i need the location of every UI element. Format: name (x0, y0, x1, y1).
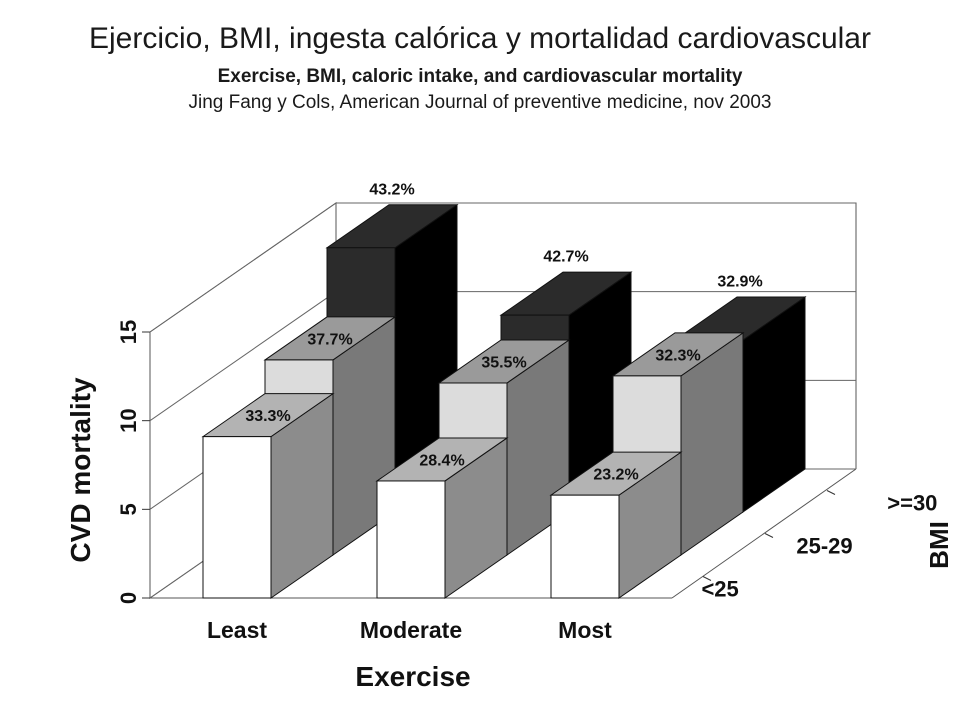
bar-label: 32.3% (655, 347, 700, 364)
bar-label: 33.3% (245, 408, 290, 425)
y-axis-title: CVD mortality (65, 377, 96, 563)
bar-label: 43.2% (369, 181, 414, 198)
chart-title: Ejercicio, BMI, ingesta calórica y morta… (89, 22, 871, 55)
bar-label: 37.7% (307, 331, 352, 348)
y-tick-label: 10 (116, 408, 141, 432)
legend-label: <25 (701, 577, 738, 602)
bar (550, 494, 620, 599)
y-tick-label: 5 (116, 503, 141, 515)
z-axis-title: BMI (924, 521, 954, 569)
x-tick-label: Most (558, 617, 612, 643)
grid-line (149, 202, 856, 333)
bar-label: 42.7% (543, 249, 588, 266)
x-axis-title: Exercise (355, 661, 470, 692)
floor-right (671, 468, 857, 599)
legend-label: 25-29 (796, 534, 852, 559)
bar-label: 35.5% (481, 354, 526, 371)
z-tick (826, 490, 836, 495)
bar-label: 32.9% (717, 273, 762, 290)
bar-label: 28.4% (419, 452, 464, 469)
legend-label: >=30 (887, 491, 937, 516)
x-tick-label: Least (207, 617, 267, 643)
y-tick-label: 0 (116, 592, 141, 604)
chart-subtitle: Exercise, BMI, caloric intake, and cardi… (217, 66, 743, 87)
x-tick-label: Moderate (360, 617, 462, 643)
y-tick-label: 15 (116, 320, 141, 344)
bar-label: 23.2% (593, 467, 638, 484)
bar (376, 480, 446, 599)
z-tick (702, 576, 712, 581)
chart-source: Jing Fang y Cols, American Journal of pr… (188, 92, 772, 113)
bar (202, 436, 272, 599)
z-tick (764, 533, 774, 538)
